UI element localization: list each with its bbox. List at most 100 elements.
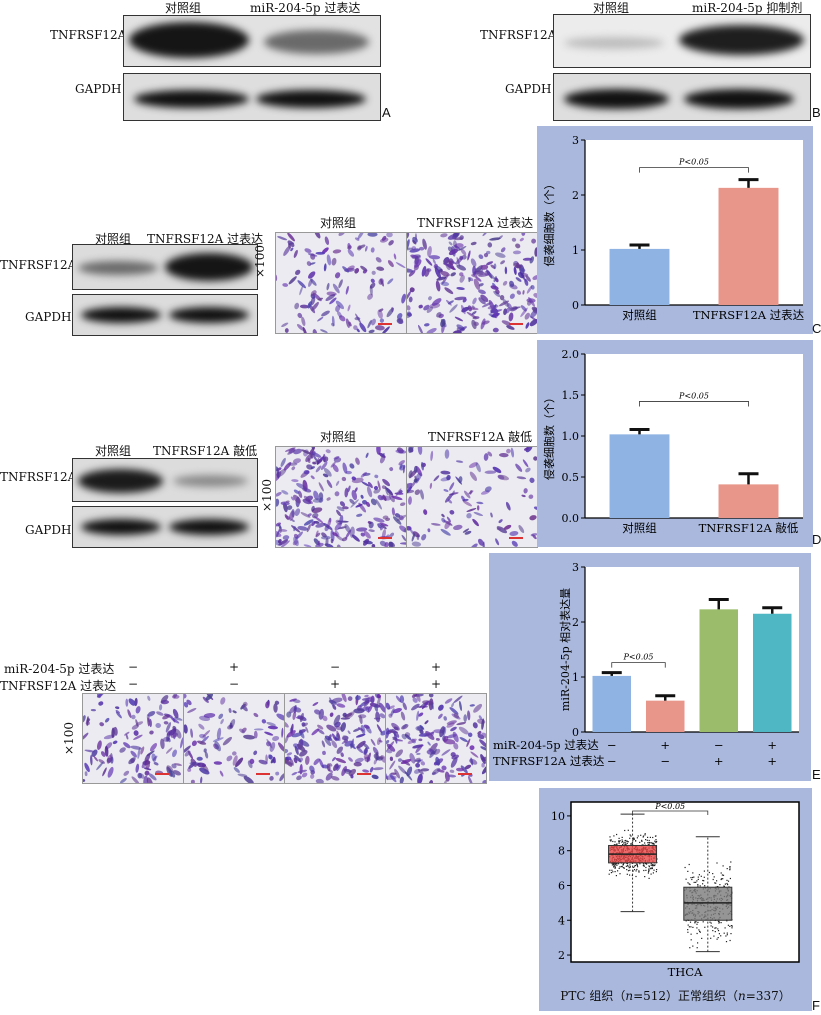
panel-e-sign-r1c1: − <box>128 660 139 674</box>
y-tick-label: 1 <box>572 671 579 684</box>
panel-c-row2: GAPDH <box>25 310 72 324</box>
x-tick-label: 对照组 <box>622 308 657 322</box>
y-tick-label: 1.5 <box>562 389 580 402</box>
panel-b-row1: TNFRSF12A <box>480 28 557 42</box>
box <box>683 886 733 921</box>
transwell-image-c-control <box>275 232 407 334</box>
bar <box>609 434 670 518</box>
transwell-image-d-knockdown <box>406 446 538 548</box>
stained-cells <box>184 694 284 783</box>
caption-part-2: =512）正常组织（ <box>633 989 739 1003</box>
y-tick-label: 4 <box>558 914 565 927</box>
bar <box>718 187 779 305</box>
panel-a-row1: TNFRSF12A <box>50 28 127 42</box>
chart-f-box-plot: 2 4 6 8 10 P<0.05 THCA <box>551 801 800 979</box>
y-tick-label: 2 <box>558 949 565 962</box>
y-tick-label: 1.0 <box>562 430 580 443</box>
transwell-image-e-3 <box>284 693 386 784</box>
caption-n-symbol-1: n <box>625 989 634 1003</box>
western-blot-d-tnfrsf12a <box>72 458 258 502</box>
significance-label: P<0.05 <box>678 158 709 167</box>
y-tick-label: 3 <box>572 134 579 147</box>
panel-d-letter: D <box>812 532 821 547</box>
chart-d-panel: 0.0 0.5 1.0 1.5 2.0 侵袭细胞数（个） 对照组 TNFRSF12A 敲低 P<… <box>537 340 813 547</box>
scale-bar <box>357 773 371 775</box>
panel-a-col2: miR-204-5p 过表达 <box>250 1 361 15</box>
significance-label: P<0.05 <box>623 653 654 662</box>
y-tick-label: 0 <box>572 726 579 739</box>
panel-d-wb-col2: TNFRSF12A 敲低 <box>153 444 258 458</box>
panel-e-letter: E <box>812 767 821 782</box>
western-blot-b-tnfrsf12a <box>553 14 811 68</box>
panel-e-row1-label: miR-204-5p 过表达 <box>4 662 115 676</box>
chart-e-panel: 0 1 2 3 miR-204-5p 相对表达量 P<0.05 miR-204-5p 过表达… <box>489 553 811 781</box>
significance-label: P<0.05 <box>654 802 685 811</box>
y-tick-label: 0.0 <box>562 512 580 525</box>
stained-cells <box>83 694 183 783</box>
panel-c-letter: C <box>812 321 821 336</box>
caption-part-1: PTC 组织（ <box>560 989 626 1003</box>
western-blot-a-gapdh <box>123 73 381 121</box>
panel-c-wb-col2: TNFRSF12A 过表达 <box>147 232 264 246</box>
y-axis-label: miR-204-5p 相对表达量 <box>558 588 572 711</box>
panel-e-sign-r2c4: + <box>431 677 442 691</box>
chart-c-bar-chart: 0 1 2 3 侵袭细胞数（个） 对照组 TNFRSF12A 过表达 P<0.05 <box>542 134 805 322</box>
panel-c-mic-col1: 对照组 <box>320 216 357 230</box>
panel-c-row1: TNFRSF12A <box>0 258 77 272</box>
western-blot-c-tnfrsf12a <box>72 244 258 290</box>
scale-bar <box>509 323 523 325</box>
y-axis-label: 侵袭细胞数（个） <box>542 392 556 480</box>
transwell-image-c-overexpression <box>406 232 538 334</box>
panel-c-wb-col1: 对照组 <box>95 232 132 246</box>
y-tick-label: 8 <box>558 845 565 858</box>
panel-a-letter: A <box>382 105 391 120</box>
panel-e-sign-r1c4: + <box>431 660 442 674</box>
western-blot-b-gapdh <box>553 73 811 121</box>
y-tick-label: 6 <box>558 879 565 892</box>
panel-e-row2-label: TNFRSF12A 过表达 <box>0 679 117 693</box>
scale-bar <box>458 773 472 775</box>
plot-area <box>570 801 800 963</box>
micro-background <box>184 694 284 783</box>
transwell-image-e-4 <box>385 693 487 784</box>
bar <box>592 675 632 732</box>
western-blot-d-gapdh <box>72 506 258 548</box>
stained-cells <box>276 233 406 333</box>
bar <box>609 248 670 305</box>
y-tick-label: 2.0 <box>562 348 580 361</box>
transwell-image-e-1 <box>82 693 184 784</box>
significance-label: P<0.05 <box>678 391 709 400</box>
panel-d-wb-col1: 对照组 <box>95 444 132 458</box>
y-tick-label: 2 <box>572 616 579 629</box>
panel-d-mic-col1: 对照组 <box>320 430 357 444</box>
y-tick-label: 3 <box>572 561 579 574</box>
y-axis-label: 侵袭细胞数（个） <box>542 179 556 267</box>
chart-f-panel: 2 4 6 8 10 P<0.05 THCA PTC 组织（n=512）正常组织（n=337… <box>539 788 812 1011</box>
scale-bar <box>155 773 169 775</box>
significance-bracket <box>639 167 749 173</box>
panel-a-row2: GAPDH <box>75 82 122 96</box>
stained-cells <box>407 233 537 333</box>
significance-bracket <box>611 662 666 668</box>
panel-b-letter: B <box>812 105 821 120</box>
scale-bar <box>509 537 523 539</box>
panel-c-magnification: ×100 <box>253 245 267 278</box>
panel-b-row2: GAPDH <box>505 82 552 96</box>
panel-d-row2: GAPDH <box>25 523 72 537</box>
bar <box>699 609 739 732</box>
stained-cells <box>285 694 385 783</box>
panel-e-sign-r2c1: − <box>128 677 139 691</box>
transwell-image-e-2 <box>183 693 285 784</box>
x-tick-label: TNFRSF12A 敲低 <box>699 521 799 535</box>
condition-sign: + <box>714 754 724 768</box>
condition-sign: − <box>607 738 617 752</box>
scale-bar <box>378 323 392 325</box>
y-tick-label: 10 <box>551 810 565 823</box>
panel-b-col1: 对照组 <box>593 1 630 15</box>
bar <box>718 484 779 518</box>
caption-n-symbol-2: n <box>738 989 746 1003</box>
chart-d-bar-chart: 0.0 0.5 1.0 1.5 2.0 侵袭细胞数（个） 对照组 TNFRSF12A 敲低 P<… <box>542 348 803 535</box>
x-tick-label: TNFRSF12A 过表达 <box>693 308 805 322</box>
panel-e-sign-r2c2: − <box>229 677 240 691</box>
condition-sign: − <box>714 738 724 752</box>
